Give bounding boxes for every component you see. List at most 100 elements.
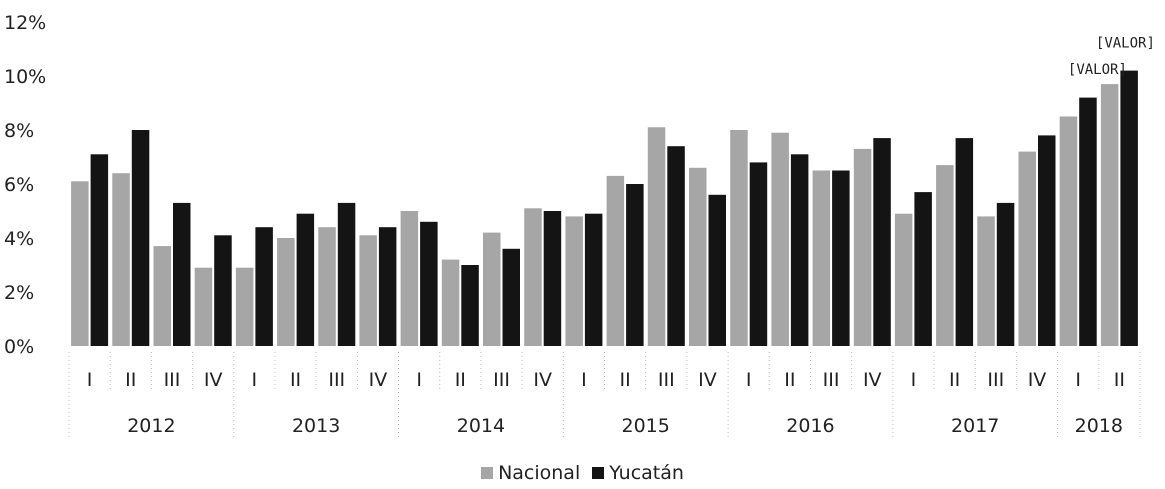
- bar-yucatn: [708, 194, 726, 346]
- bar-nacional: [400, 211, 419, 346]
- bar-nacional: [894, 213, 913, 346]
- bar-yucatn: [955, 138, 974, 346]
- bar-yucatn: [584, 213, 603, 346]
- bar-yucatn: [378, 227, 397, 346]
- year-label: 2018: [1075, 415, 1123, 437]
- x-tick-label: IV: [698, 369, 717, 391]
- bar-nacional: [153, 246, 171, 346]
- bar-yucatn: [90, 154, 109, 346]
- bar-yucatn: [1038, 135, 1056, 346]
- bar-yucatn: [214, 235, 232, 346]
- x-tick-label: I: [416, 369, 422, 391]
- data-label: [VALOR]: [1068, 62, 1127, 78]
- bar-nacional: [1100, 84, 1119, 346]
- x-tick-label: IV: [1028, 369, 1047, 391]
- bar-yucatn: [749, 162, 768, 346]
- bar-yucatn: [131, 130, 150, 346]
- y-tick-label: 12%: [4, 12, 46, 34]
- x-tick-label: III: [987, 369, 1004, 391]
- y-tick-label: 8%: [4, 120, 34, 142]
- x-tick-label: III: [164, 369, 181, 391]
- bar-yucatn: [626, 184, 644, 346]
- x-tick-label: III: [328, 369, 345, 391]
- bar-nacional: [483, 232, 501, 346]
- bar-nacional: [771, 132, 789, 346]
- x-tick-label: II: [290, 369, 301, 391]
- data-label: [VALOR]: [1096, 36, 1155, 52]
- bar-nacional: [524, 208, 542, 346]
- x-tick-label: II: [784, 369, 795, 391]
- bar-yucatn: [1120, 70, 1138, 346]
- bar-nacional: [441, 259, 460, 346]
- bar-nacional: [853, 148, 872, 346]
- bar-nacional: [812, 170, 831, 346]
- bar-nacional: [1018, 151, 1036, 346]
- legend: Nacional Yucatán: [0, 462, 1165, 484]
- bar-yucatn: [543, 211, 562, 346]
- x-tick-label: I: [581, 369, 587, 391]
- y-tick-label: 10%: [4, 66, 46, 88]
- bar-nacional: [277, 238, 295, 346]
- bar-yucatn: [502, 248, 520, 346]
- year-label: 2012: [127, 415, 175, 437]
- year-label: 2013: [292, 415, 340, 437]
- bar-nacional: [318, 227, 336, 346]
- x-tick-label: IV: [863, 369, 882, 391]
- bar-yucatn: [255, 227, 273, 346]
- x-tick-label: II: [455, 369, 466, 391]
- data-labels: [VALOR] [VALOR]: [1068, 36, 1155, 79]
- legend-item-yucatan: Yucatán: [592, 462, 684, 484]
- year-label: 2015: [622, 415, 670, 437]
- bar-yucatn: [1079, 97, 1097, 346]
- y-tick-label: 2%: [4, 282, 34, 304]
- x-tick-label: II: [949, 369, 960, 391]
- x-tick-label: I: [87, 369, 93, 391]
- bar-nacional: [606, 175, 625, 346]
- bar-yucatn: [790, 154, 809, 346]
- bar-nacional: [565, 216, 583, 346]
- legend-label-nacional: Nacional: [498, 462, 581, 484]
- year-label: 2016: [786, 415, 834, 437]
- x-tick-label: I: [746, 369, 752, 391]
- bar-yucatn: [914, 192, 932, 346]
- bar-nacional: [730, 130, 748, 346]
- bar-yucatn: [832, 170, 850, 346]
- y-tick-label: 4%: [4, 228, 34, 250]
- x-tick-label: II: [125, 369, 136, 391]
- bar-nacional: [647, 127, 666, 346]
- x-tick-label: I: [1075, 369, 1081, 391]
- x-tick-label: IV: [204, 369, 223, 391]
- bar-nacional: [977, 216, 995, 346]
- y-tick-label: 6%: [4, 174, 34, 196]
- year-label: 2014: [457, 415, 505, 437]
- x-tick-label: IV: [533, 369, 552, 391]
- x-tick-label: I: [911, 369, 917, 391]
- x-tick-label: III: [658, 369, 675, 391]
- bar-nacional: [936, 165, 954, 346]
- legend-swatch-yucatan: [592, 467, 605, 479]
- bar-yucatn: [337, 202, 356, 346]
- bar-yucatn: [873, 138, 891, 346]
- bar-yucatn: [996, 202, 1015, 346]
- bar-chart: 0%2%4%6%8%10%12% I II III IV I II III IV I II III I…: [4, 12, 1155, 440]
- bar-nacional: [235, 267, 254, 346]
- legend-item-nacional: Nacional: [481, 462, 580, 484]
- bar-nacional: [359, 235, 377, 346]
- x-tick-label: III: [823, 369, 840, 391]
- bar-nacional: [1059, 116, 1078, 346]
- bar-nacional: [71, 181, 89, 346]
- x-tick-label: II: [619, 369, 630, 391]
- x-tick-label: III: [493, 369, 510, 391]
- x-axis: I II III IV I II III IV I II III IV I II III IV I II III IV…: [68, 352, 1141, 440]
- bar-yucatn: [461, 265, 479, 346]
- bar-nacional: [689, 167, 707, 346]
- bar-yucatn: [420, 221, 438, 346]
- y-tick-label: 0%: [4, 336, 34, 358]
- x-tick-label: II: [1114, 369, 1125, 391]
- bar-yucatn: [173, 202, 191, 346]
- year-label: 2017: [951, 415, 999, 437]
- legend-label-yucatan: Yucatán: [609, 462, 684, 484]
- legend-swatch-nacional: [481, 467, 494, 479]
- bar-yucatn: [296, 213, 315, 346]
- bar-yucatn: [667, 146, 685, 346]
